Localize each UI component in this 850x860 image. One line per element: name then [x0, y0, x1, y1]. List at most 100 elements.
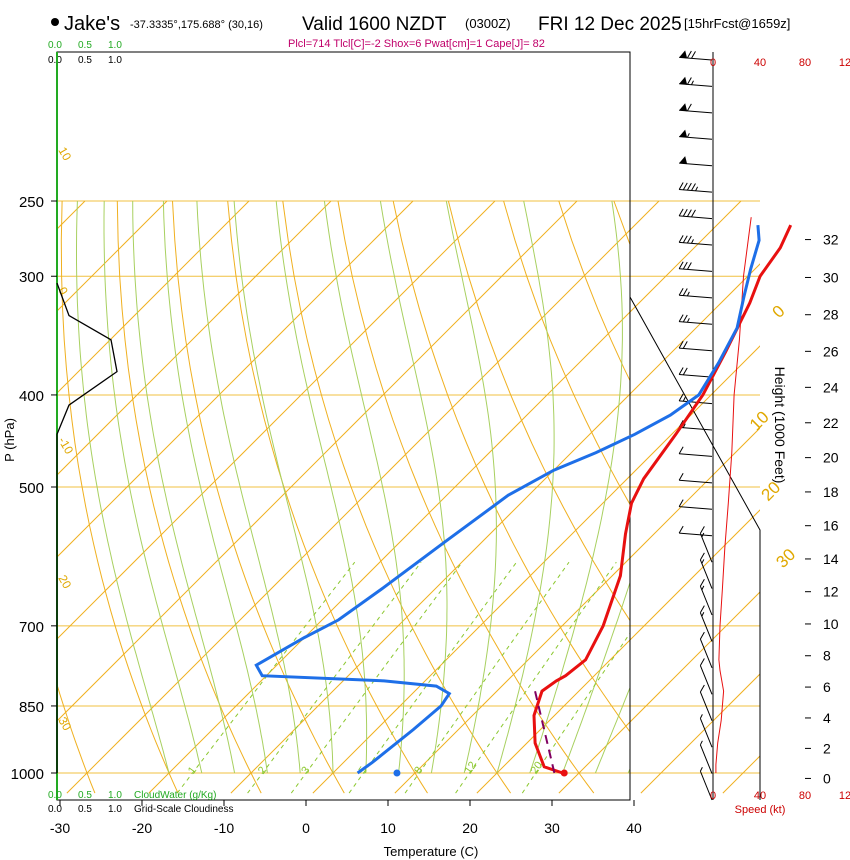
wind-barb: [678, 446, 713, 457]
barb-shaft: [699, 691, 713, 721]
barb-feather: [699, 578, 705, 587]
barb-shaft: [699, 533, 713, 563]
barb-shaft: [699, 771, 713, 801]
dry-adiabat: [613, 200, 630, 246]
barb-feather: [699, 658, 705, 666]
barb-shaft: [679, 453, 713, 457]
height-tick-label: 10: [823, 616, 839, 632]
wind-barb: [679, 129, 713, 140]
height-tick-label: 8: [823, 648, 831, 664]
speed-tick-label-top: 12: [839, 57, 850, 69]
right-panel-frame: [629, 296, 761, 800]
surface-point: [560, 769, 568, 777]
bot-cl-tick-2: 1.0: [108, 804, 122, 815]
barb-feather: [682, 182, 688, 191]
barb-feather: [678, 261, 684, 270]
wind-barb: [678, 235, 713, 246]
dry-adiabat: [282, 200, 512, 794]
isotherm-label: 30: [772, 545, 799, 572]
mixing-ratio-label: 12: [462, 760, 479, 777]
moist-adiabat: [275, 200, 368, 774]
utc-time: (0300Z): [465, 16, 511, 31]
bot-cl-tick-1: 0.5: [78, 804, 92, 815]
barb-feather: [686, 182, 692, 191]
height-tick-label: 16: [823, 518, 839, 534]
indices-line: Plcl=714 Tlcl[C]=-2 Shox=6 Pwat[cm]=1 Ca…: [288, 38, 545, 50]
mixing-ratio-line: [404, 561, 570, 794]
wind-barbs: [678, 50, 713, 801]
barb-feather: [686, 103, 692, 112]
speed-tick-label-top: 0: [710, 57, 716, 69]
barb-feather: [695, 186, 699, 192]
isotherm-line: [0, 201, 3, 793]
height-tick-label: 18: [823, 484, 839, 500]
barb-feather: [678, 235, 684, 243]
barb-feather: [678, 367, 684, 375]
barb-pennant: [679, 50, 688, 59]
x-axis-title: Temperature (C): [384, 844, 479, 859]
moist-adiabat: [445, 200, 497, 774]
wind-speed-profile: [715, 217, 752, 773]
top-cl-tick-2: 1.0: [108, 55, 122, 66]
height-tick-label: 28: [823, 307, 839, 323]
moist-adiabat: [529, 200, 623, 774]
height-tick-label: 22: [823, 415, 839, 431]
wind-barb: [678, 393, 713, 405]
date: FRI 12 Dec 2025: [538, 14, 682, 35]
bot-cw-tick-2: 1.0: [108, 790, 122, 801]
barb-feather: [691, 80, 694, 86]
wind-barb: [699, 658, 713, 695]
wind-barb: [678, 314, 713, 325]
wind-barb: [699, 740, 713, 774]
barb-shaft: [679, 189, 713, 193]
location: -37.3335°,175.688° (30,16): [130, 19, 263, 31]
top-cw-tick-0: 0.0: [48, 40, 62, 51]
barb-feather: [699, 605, 705, 613]
sounding-series: [254, 224, 793, 777]
cloudiness-profile: [56, 282, 118, 773]
isotherm-line: [394, 427, 760, 794]
bullet-icon: [51, 18, 59, 26]
height-tick-label: 4: [823, 710, 831, 726]
barb-shaft: [679, 426, 713, 431]
isotherm-line: [640, 673, 760, 794]
barb-feather: [678, 340, 684, 349]
barb-feather: [699, 684, 705, 693]
x-tick-label: -10: [214, 820, 234, 836]
top-cw-tick-1: 0.5: [78, 40, 92, 51]
isotherm-line: [57, 200, 250, 394]
wind-barb: [678, 340, 713, 352]
speed-tick-label-bottom: 80: [799, 790, 811, 802]
height-tick-label: 6: [823, 679, 831, 695]
mixing-ratio-label: 2: [256, 765, 269, 777]
wind-barb: [699, 684, 713, 721]
height-tick-label: 2: [823, 740, 831, 756]
barb-feather: [699, 526, 705, 534]
isotherm-line: [57, 200, 578, 722]
p-tick-label: 250: [19, 194, 44, 211]
x-tick-label: 40: [626, 820, 642, 836]
moist-adiabat: [594, 686, 630, 774]
barb-shaft: [679, 215, 713, 220]
barb-shaft: [699, 612, 713, 642]
mixing-ratio-lines: [176, 561, 630, 794]
p-tick-label: 850: [19, 699, 44, 716]
top-cl-tick-0: 0.0: [48, 55, 62, 66]
speed-tick-label-bottom: 12: [839, 790, 850, 802]
moist-adiabat: [379, 200, 448, 774]
speed-tick-label-top: 40: [754, 57, 766, 69]
barb-shaft: [679, 532, 713, 537]
wind-barb: [679, 156, 713, 167]
barb-shaft: [699, 744, 713, 774]
barb-feather: [699, 767, 703, 772]
isotherm-label: 0: [768, 302, 788, 322]
dry-adiabat: [503, 200, 630, 506]
barb-feather: [678, 287, 684, 296]
mixing-ratio-label: 8: [412, 765, 425, 777]
barb-feather: [682, 423, 686, 428]
barb-feather: [682, 397, 686, 402]
cloud-water-label: CloudWater (g/Kg): [134, 790, 216, 801]
